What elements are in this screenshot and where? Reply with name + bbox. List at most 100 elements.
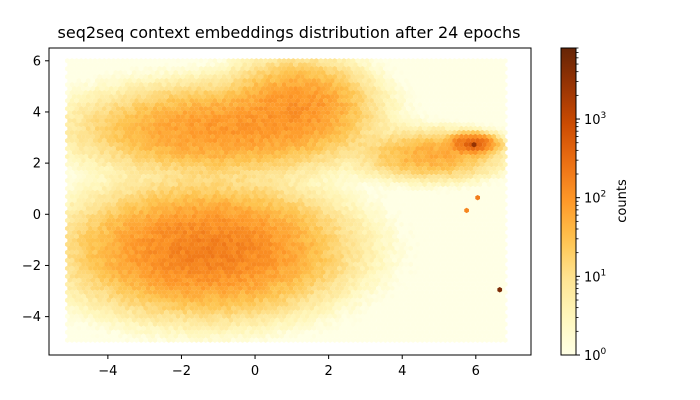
hexbin-cell [95,141,100,148]
hexbin-cell [334,78,340,84]
hexbin-cell [477,141,483,148]
hexbin-cell [311,86,317,92]
hexbin-cell [371,94,377,100]
hexbin-cell [152,129,158,136]
hexbin-cell [330,70,335,76]
hexbin-cell [279,62,285,68]
hexbin-cell [277,74,282,80]
hexbin-cell [293,189,298,196]
hexbin-cell [67,141,73,148]
hexbin-cell [143,97,149,104]
hexbin-cell [154,125,160,132]
hexbin-cell [376,157,381,164]
hexbin-cell [242,141,248,148]
hexbin-cell [350,58,356,64]
hexbin-cell [447,169,453,176]
hexbin-cell [145,197,151,204]
hexbin-cell [419,185,425,192]
hexbin-cell [69,82,75,88]
hexbin-cell [300,137,305,144]
hexbin-cell [357,86,363,92]
hexbin-cell [295,193,301,200]
hexbin-cell [380,86,386,92]
hexbin-cell [429,137,434,144]
hexbin-cell [214,205,220,212]
hexbin-cell [362,109,368,116]
hexbin-cell [498,74,503,80]
hexbin-cell [196,62,202,68]
hexbin-cell [362,94,368,100]
hexbin-cell [180,66,185,72]
hexbin-cell [228,165,234,172]
hexbin-cell [247,109,252,116]
hexbin-cell [157,185,162,192]
hexbin-cell [286,113,291,120]
hexbin-cell [353,189,358,196]
hexbin-cell [272,113,278,120]
hexbin-cell [396,161,402,168]
hexbin-cell [65,66,70,72]
hexbin-cell [240,177,245,184]
hexbin-cell [387,97,393,104]
hexbin-cell [376,62,381,68]
hexbin-cell [318,201,324,208]
hexbin-cell [256,78,262,84]
hexbin-cell [90,125,96,132]
hexbin-cell [219,133,225,140]
hexbin-cell [69,97,75,104]
hexbin-cell [429,161,434,168]
hexbin-cell [267,153,273,160]
hexbin-cell [302,197,308,204]
hexbin-cell [493,193,499,200]
hexbin-cell [69,145,75,152]
hexbin-cell [323,177,328,184]
hexbin-cell [196,181,202,188]
hexbin-cell [235,90,241,96]
hexbin-cell [394,157,400,164]
hexbin-cell [240,201,245,208]
hexbin-cell [145,149,151,156]
hexbin-cell [436,189,441,196]
hexbin-cell [150,101,156,108]
hexbin-cell [182,173,188,180]
hexbin-cell [270,78,275,84]
hexbin-cell [500,141,506,148]
hexbin-cell [249,113,255,120]
hexbin-cell [134,177,139,184]
hexbin-cell [449,94,455,100]
hexbin-cell [396,145,402,152]
hexbin-cell [422,70,427,76]
hexbin-cell [122,62,128,68]
hexbin-cell [436,62,441,68]
hexbin-cell [440,157,446,164]
hexbin-cell [320,157,326,164]
hexbin-cell [406,121,411,128]
hexbin-cell [366,197,372,204]
hexbin-cell [486,125,492,132]
hexbin-cell [279,181,285,188]
hexbin-cell [164,70,169,76]
hexbin-cell [247,86,252,92]
hexbin-cell [436,109,441,116]
hexbin-cell [281,66,287,72]
hexbin-cell [380,133,386,140]
hexbin-cell [106,177,112,184]
hexbin-cell [389,165,395,172]
hexbin-cell [500,197,506,204]
hexbin-cell [383,105,388,112]
hexbin-cell [196,94,202,100]
hexbin-cell [131,181,137,188]
hexbin-cell [422,149,427,156]
hexbin-cell [141,133,146,140]
hexbin-cell [290,129,296,136]
hexbin-cell [283,205,289,212]
hexbin-cell [71,197,77,204]
hexbin-cell [290,145,296,152]
hexbin-cell [392,113,397,120]
hexbin-cell [429,129,434,136]
hexbin-cell [74,97,79,104]
hexbin-cell [431,125,437,132]
hexbin-cell [288,101,294,108]
hexbin-cell [373,74,379,80]
hexbin-cell [90,70,96,76]
